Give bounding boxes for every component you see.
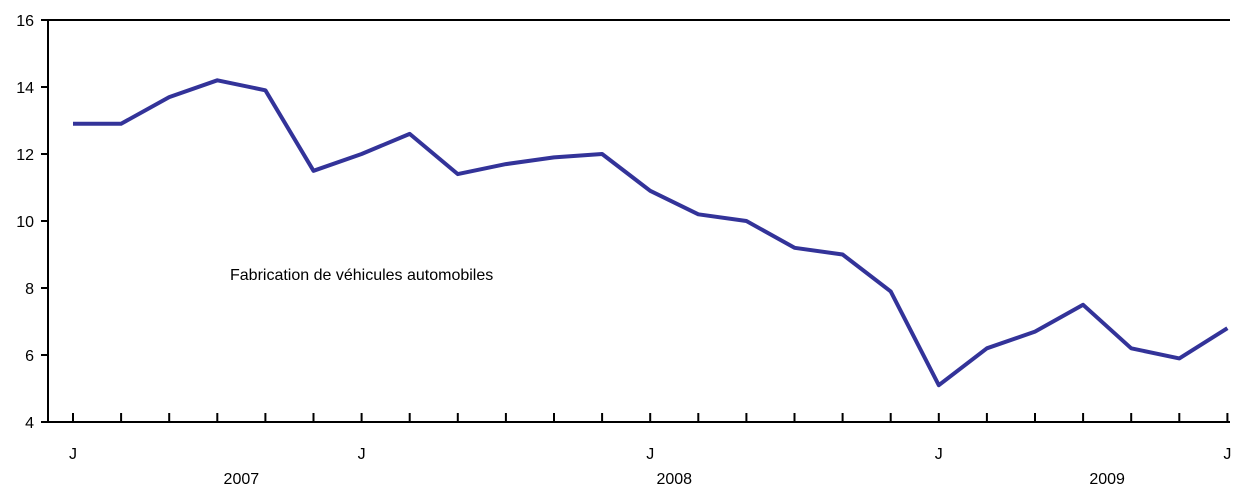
series-annotation: Fabrication de véhicules automobiles bbox=[230, 267, 493, 284]
x-axis: J J J J J 2007 2008 2009 bbox=[69, 413, 1231, 488]
x-month-label: J bbox=[358, 446, 366, 463]
y-tick-label: 12 bbox=[16, 147, 34, 164]
plot-border bbox=[47, 19, 1230, 422]
y-tick-label: 14 bbox=[16, 80, 34, 97]
y-tick-label: 4 bbox=[25, 415, 34, 432]
x-month-label: J bbox=[1223, 446, 1231, 463]
x-month-label: J bbox=[69, 446, 77, 463]
x-year-label: 2007 bbox=[224, 471, 260, 488]
y-tick-label: 8 bbox=[25, 281, 34, 298]
y-tick-label: 16 bbox=[16, 13, 34, 30]
y-tick-label: 6 bbox=[25, 348, 34, 365]
y-axis: 4 6 8 10 12 14 16 bbox=[16, 13, 48, 432]
x-year-label: 2009 bbox=[1089, 471, 1125, 488]
x-year-label: 2008 bbox=[656, 471, 692, 488]
x-month-label: J bbox=[646, 446, 654, 463]
series-line bbox=[73, 78, 1229, 388]
plot-frame bbox=[47, 19, 1230, 423]
x-month-label: J bbox=[935, 446, 943, 463]
y-tick-label: 10 bbox=[16, 214, 34, 231]
series-layer bbox=[72, 78, 1229, 388]
